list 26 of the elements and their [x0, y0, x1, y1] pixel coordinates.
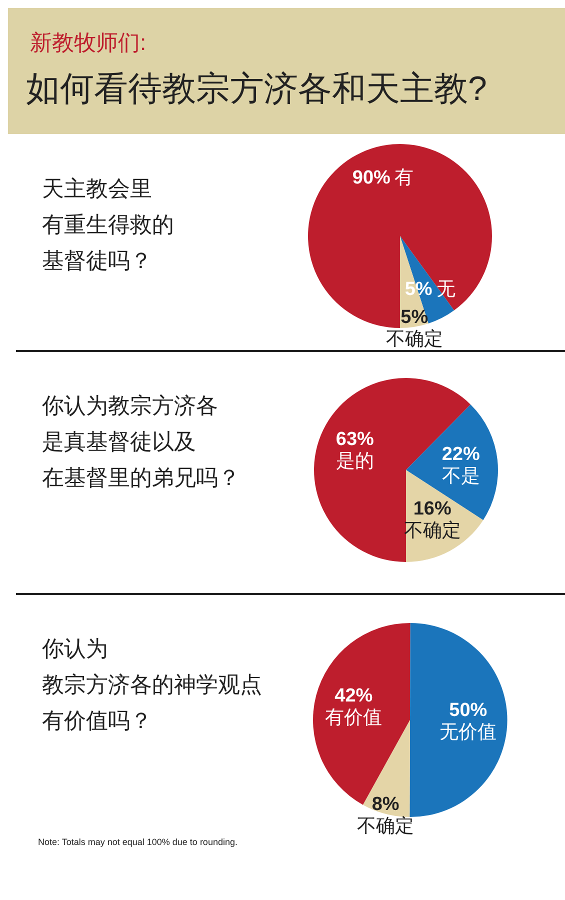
slice-label: 是的	[336, 451, 374, 472]
text: 你认为教宗方济各的神学观点有价值吗？	[41, 636, 262, 733]
text: Note: Totals may not equal 100% due to rounding.	[38, 837, 238, 847]
slice-label: 无	[436, 279, 456, 300]
text: 天主教会里有重生得救的基督徒吗？	[42, 176, 174, 273]
slice-label: 不确定	[357, 814, 414, 837]
slice-label: 有价值	[325, 707, 382, 728]
slice-label: 不是	[442, 466, 480, 487]
pie-slice	[400, 236, 454, 324]
data-label: 90%	[352, 168, 391, 188]
data-label: 22%	[442, 444, 480, 465]
pie-slice	[406, 404, 498, 520]
data-label: 16%	[413, 498, 452, 520]
slice-label: 有	[394, 168, 414, 188]
data-label: 63%	[336, 429, 374, 450]
data-label: 5%	[400, 306, 428, 328]
text: 新教牧师们:	[30, 30, 146, 55]
slice-label: 不确定	[386, 328, 443, 350]
data-label: 50%	[449, 700, 488, 722]
slice-label: 无价值	[440, 722, 497, 744]
data-label: 8%	[372, 794, 400, 815]
text: 你认为教宗方济各是真基督徒以及在基督里的弟兄吗？	[41, 393, 240, 490]
data-label: 42%	[334, 685, 373, 706]
text: 如何看待教宗方济各和天主教?	[26, 70, 487, 108]
pie-slice	[308, 144, 492, 328]
pie-slice	[410, 623, 508, 817]
